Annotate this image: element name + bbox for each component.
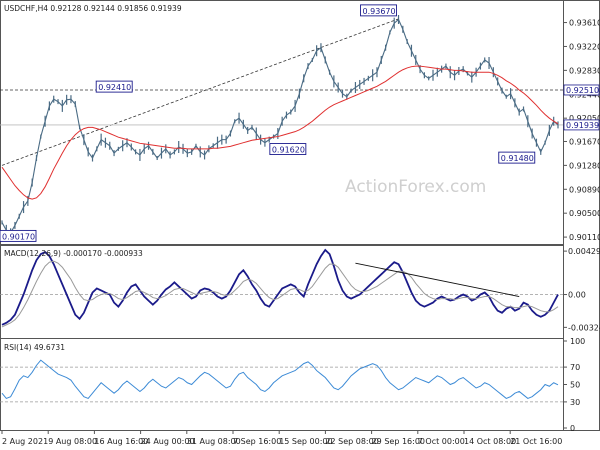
price-annotation-label: 0.93670 [363, 7, 396, 16]
macd-signal-line [1, 260, 559, 328]
price-annotations: 0.92410 0.93670 0.91620 0.91480 0.90170 0.925… [0, 4, 600, 242]
watermark-text: ActionForex.com [345, 177, 486, 197]
macd-panel-border [0, 245, 564, 339]
price-level-lines [0, 89, 563, 126]
x-tick-label: 31 Aug 08:00 [187, 437, 241, 446]
x-tick-label: 7 Sep 16:00 [233, 437, 281, 446]
macd-y-axis: 0.004292 0.00 -0.003245 [0, 247, 600, 332]
x-tick-label: 22 Sep 08:00 [325, 437, 378, 446]
moving-average-line [1, 65, 559, 200]
last-price-axis-label: 0.91939 [566, 121, 599, 130]
price-channel-trendline [1, 18, 399, 166]
x-tick-label: 29 Sep 16:00 [372, 437, 425, 446]
x-tick-label: 9 Aug 08:00 [48, 437, 97, 446]
rsi-y-tick-label: 30 [570, 398, 580, 407]
macd-series-group [1, 248, 559, 328]
x-tick-label: 24 Aug 00:00 [141, 437, 195, 446]
price-y-tick-label: 0.93220 [569, 42, 600, 51]
price-trendline-group [1, 18, 399, 166]
price-annotation-label: 0.91480 [501, 154, 534, 163]
price-y-tick-label: 0.92050 [569, 114, 600, 123]
macd-trendline [355, 262, 520, 297]
x-tick-label: 2 Aug 2021 [2, 437, 48, 446]
price-annotation-label: 0.92410 [98, 83, 131, 92]
price-y-tick-label: 0.91280 [569, 161, 600, 170]
price-y-tick-label: 0.91670 [569, 137, 600, 146]
last-price-axis-label-box [563, 119, 600, 131]
rsi-y-tick-label: 0 [570, 424, 575, 433]
rsi-level-lines [0, 366, 563, 403]
macd-y-tick-label: 0.004292 [568, 247, 600, 256]
price-annotation-label: 0.90170 [2, 232, 35, 241]
rsi-panel-title: RSI(14) 49.6731 [4, 343, 65, 352]
rsi-line [1, 359, 559, 400]
macd-line [1, 248, 559, 326]
rsi-y-tick-label: 70 [570, 363, 580, 372]
price-y-tick-label: 0.90500 [569, 209, 600, 218]
macd-trendline-group [355, 262, 520, 297]
x-tick-label: 21 Oct 16:00 [510, 437, 562, 446]
price-y-tick-label: 0.90110 [569, 233, 600, 242]
macd-panel-title: MACD(12,26,9) -0.000170 -0.000933 [4, 249, 143, 258]
price-annotation-label-box [360, 4, 397, 17]
rsi-y-axis: 100 70 50 30 0 [563, 337, 585, 433]
price-line [1, 18, 559, 234]
price-panel-title: USDCHF,H4 0.92128 0.92144 0.91856 0.9193… [4, 4, 182, 13]
x-tick-label: 7 Oct 00:00 [418, 437, 465, 446]
price-annotation-label-box [95, 80, 133, 93]
price-y-tick-label: 0.90890 [569, 185, 600, 194]
price-annotation-label-box [0, 229, 37, 242]
price-y-tick-label: 0.92830 [569, 66, 600, 75]
price-annotation-label-box [498, 151, 536, 164]
price-y-tick-label: 0.93610 [569, 19, 600, 28]
resistance-axis-label: 0.92510 [566, 86, 599, 95]
macd-y-tick-label: -0.003245 [568, 323, 600, 332]
rsi-panel-border [0, 338, 564, 431]
price-y-axis: 0.936100.932200.928300.924400.920500.916… [563, 19, 600, 242]
rsi-y-tick-label: 50 [570, 381, 580, 390]
x-tick-label: 16 Aug 16:00 [94, 437, 148, 446]
x-tick-label: 15 Sep 00:00 [279, 437, 332, 446]
price-annotation-label: 0.91620 [272, 146, 305, 155]
x-tick-label: 14 Oct 08:00 [464, 437, 516, 446]
resistance-axis-label-box [563, 84, 600, 96]
price-annotation-label-box [269, 143, 307, 155]
rsi-series-group [1, 359, 559, 400]
price-series-group [1, 14, 559, 238]
macd-y-tick-label: 0.00 [568, 291, 586, 300]
rsi-y-tick-label: 100 [570, 337, 585, 346]
